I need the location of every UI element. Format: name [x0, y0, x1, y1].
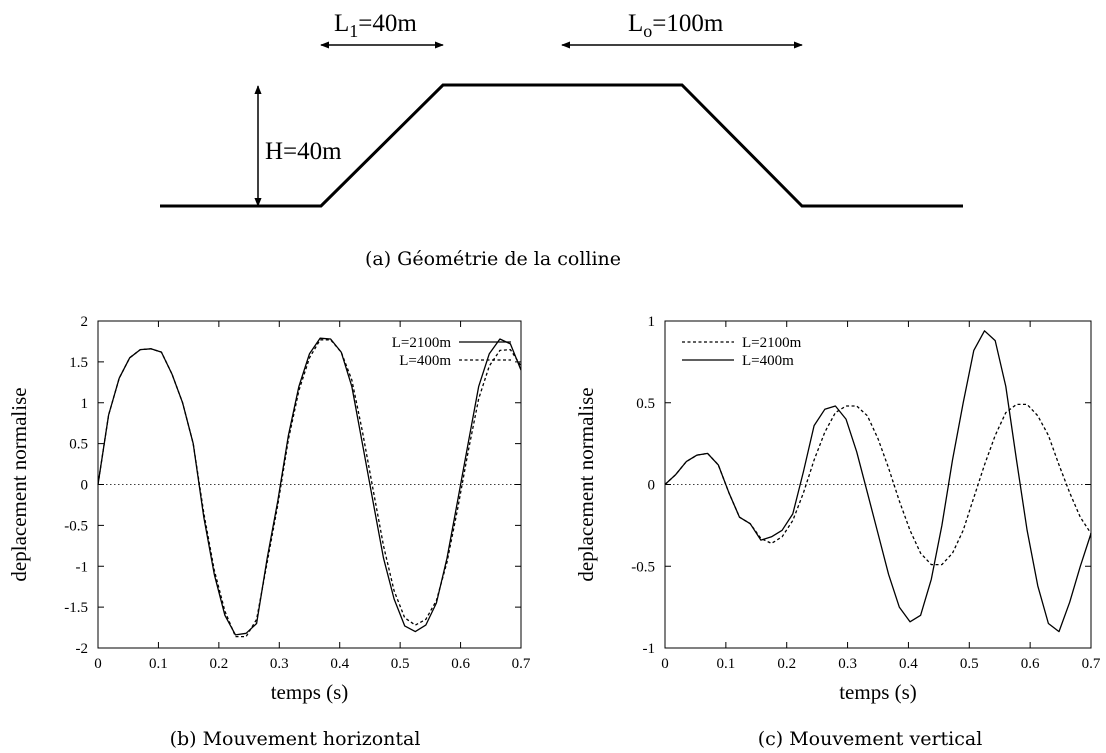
y-tick-label: 1: [648, 314, 656, 330]
y-tick-label: -1.5: [64, 600, 88, 616]
x-tick-label: 0.4: [899, 656, 918, 672]
height-label: H=40m: [265, 138, 342, 165]
series-line-2: [664, 330, 1092, 633]
x-tick-label: 0.7: [512, 656, 531, 672]
legend-label: L=2100m: [742, 335, 802, 351]
series-line-2: [97, 339, 522, 638]
x-tick-label: 0.2: [777, 656, 796, 672]
y-tick-label: -0.5: [631, 559, 655, 575]
hill-diagram: L1=40m Lo=100m H=40m (a) Géométrie de la…: [160, 10, 963, 270]
y-tick-label: 0.5: [636, 396, 655, 412]
x-axis-label: temps (s): [271, 680, 349, 704]
y-axis-label: deplacement normalise: [574, 387, 598, 581]
x-tick-label: 0.7: [1082, 656, 1101, 672]
y-tick-label: -1: [76, 559, 89, 575]
y-tick-label: 0: [648, 478, 656, 494]
chart-horizontal-motion: 0 0.1 0.2 0.3 0.4 0.5 0.6 0.7 -2 -1.5 -1 -0.5 0 0.5 1 1…: [7, 314, 531, 750]
y-tick-label: 1.5: [69, 355, 88, 371]
l1-label: L1=40m: [334, 10, 417, 41]
legend-label: L=2100m: [392, 335, 452, 351]
x-tick-label: 0.4: [330, 656, 349, 672]
y-tick-label: -0.5: [64, 518, 88, 534]
y-tick-label: -1: [643, 641, 656, 657]
caption-a: (a) Géométrie de la colline: [365, 248, 621, 270]
x-tick-label: 0.6: [1021, 656, 1040, 672]
y-axis-label: deplacement normalise: [7, 387, 31, 581]
y-tick-label: 1: [81, 396, 89, 412]
x-tick-label: 0.5: [960, 656, 979, 672]
chart-caption: (b) Mouvement horizontal: [170, 728, 421, 750]
lo-label: Lo=100m: [628, 10, 724, 41]
x-tick-label: 0: [661, 656, 669, 672]
x-tick-label: 0.6: [451, 656, 470, 672]
legend-label: L=400m: [742, 353, 794, 369]
y-tick-label: 2: [81, 314, 89, 330]
legend-label: L=400m: [399, 353, 451, 369]
plot-frame: [97, 320, 522, 649]
x-tick-label: 0.3: [838, 656, 857, 672]
y-tick-label: 0: [81, 478, 89, 494]
x-tick-label: 0.2: [209, 656, 228, 672]
x-tick-label: 0.1: [716, 656, 735, 672]
y-tick-label: -2: [76, 641, 89, 657]
y-tick-label: 0.5: [69, 437, 88, 453]
x-tick-label: 0.1: [149, 656, 168, 672]
chart-vertical-motion: 0 0.1 0.2 0.3 0.4 0.5 0.6 0.7 -1 -0.5 0 0.5 1 temps (…: [574, 314, 1101, 750]
chart-caption: (c) Mouvement vertical: [758, 728, 983, 750]
series-line-1: [97, 337, 522, 636]
x-tick-label: 0.3: [270, 656, 289, 672]
x-tick-label: 0: [94, 656, 102, 672]
x-axis-label: temps (s): [839, 680, 917, 704]
x-tick-label: 0.5: [391, 656, 410, 672]
hill-profile: [160, 83, 963, 208]
